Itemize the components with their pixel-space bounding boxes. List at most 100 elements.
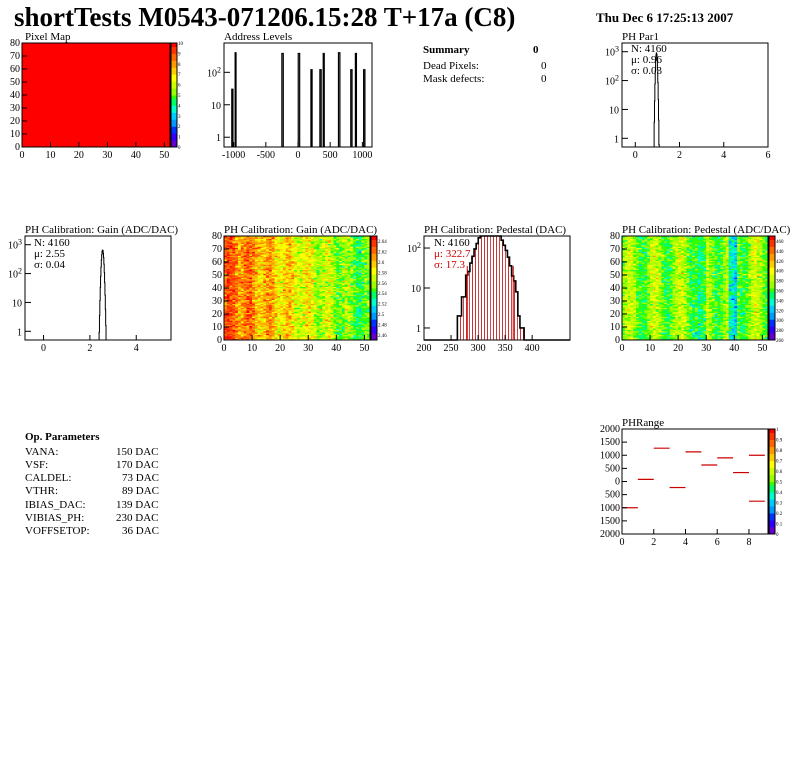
heatmap-cell [341, 269, 346, 272]
heatmap-cell [627, 284, 631, 286]
heatmap-cell [294, 281, 298, 284]
heatmap-cell [224, 252, 228, 255]
heatmap-cell [280, 255, 284, 258]
heatmap-cell [308, 327, 312, 329]
heatmap-cell [229, 321, 233, 324]
heatmap-cell [313, 302, 317, 304]
heatmap-cell [260, 268, 264, 271]
heatmap-cell [313, 289, 317, 291]
heatmap-cell [330, 315, 334, 317]
heatmap-cell [238, 330, 242, 333]
heatmap-cell [364, 241, 368, 243]
heatmap-cell [224, 314, 228, 316]
heatmap-cell [336, 239, 340, 242]
ph-gain-1d-title: PH Calibration: Gain (ADC/DAC) [25, 224, 179, 236]
heatmap-cell [238, 254, 242, 256]
heatmap-cell [285, 294, 289, 297]
heatmap-cell [344, 275, 348, 277]
heatmap-cell [232, 333, 236, 336]
heatmap-cell [316, 328, 320, 330]
heatmap-cell [339, 289, 343, 291]
heatmap-cell [305, 278, 309, 281]
heatmap-cell [263, 247, 267, 250]
heatmap-cell [627, 311, 631, 313]
heatmap-cell [291, 312, 295, 315]
heatmap-cell [633, 243, 637, 246]
heatmap-cell [229, 269, 233, 272]
heatmap-cell [633, 262, 637, 264]
heatmap-cell [364, 330, 368, 333]
heatmap-cell [280, 260, 284, 263]
heatmap-cell [367, 303, 371, 306]
heatmap-cell [319, 310, 323, 312]
heatmap-cell [633, 247, 637, 250]
heatmap-cell [257, 278, 261, 281]
heatmap-cell [280, 273, 284, 276]
heatmap-cell [285, 295, 289, 298]
heatmap-cell [622, 245, 626, 247]
heatmap-cell [297, 260, 301, 263]
heatmap-cell [291, 273, 295, 276]
heatmap-cell [311, 236, 315, 238]
heatmap-cell [367, 290, 371, 293]
heatmap-cell [224, 311, 228, 313]
heatmap-cell [339, 237, 343, 239]
heatmap-cell [288, 250, 292, 252]
heatmap-cell [232, 281, 236, 284]
heatmap-cell [302, 315, 306, 317]
heatmap-cell [271, 242, 275, 245]
heatmap-cell [229, 256, 233, 259]
heatmap-cell [235, 237, 239, 239]
heatmap-cell [627, 336, 631, 338]
heatmap-cell [302, 303, 306, 306]
heatmap-cell [322, 301, 326, 303]
heatmap-cell [319, 252, 323, 255]
heatmap-cell [266, 312, 270, 315]
heatmap-cell [257, 254, 261, 256]
heatmap-cell [288, 265, 292, 268]
heatmap-cell [627, 285, 631, 287]
heatmap-cell [367, 265, 371, 268]
heatmap-cell [243, 314, 247, 316]
heatmap-cell [624, 320, 628, 323]
heatmap-cell [254, 332, 258, 334]
heatmap-cell [285, 247, 289, 250]
heatmap-cell [313, 325, 317, 328]
heatmap-cell [302, 290, 306, 293]
heatmap-cell [361, 239, 365, 242]
heatmap-cell [266, 293, 270, 295]
heatmap-cell [302, 324, 306, 326]
heatmap-cell [274, 252, 278, 255]
heatmap-cell [341, 289, 346, 291]
heatmap-cell [297, 293, 301, 295]
heatmap-cell [341, 302, 346, 304]
heatmap-cell [622, 282, 626, 285]
heatmap-cell [229, 254, 233, 256]
heatmap-cell [288, 252, 292, 255]
heatmap-cell [271, 252, 275, 255]
y-tick-label: 50 [212, 270, 222, 281]
heatmap-cell [353, 237, 357, 239]
heatmap-cell [254, 245, 258, 247]
heatmap-cell [268, 239, 273, 242]
heatmap-cell [355, 280, 360, 282]
heatmap-cell [330, 328, 334, 330]
heatmap-cell [636, 238, 640, 241]
heatmap-cell [311, 321, 315, 324]
heatmap-cell [627, 307, 631, 310]
heatmap-cell [263, 277, 267, 280]
heatmap-cell [630, 277, 634, 280]
heatmap-cell [249, 302, 253, 304]
heatmap-cell [319, 282, 323, 285]
heatmap-cell [308, 333, 312, 336]
heatmap-cell [630, 310, 634, 312]
heatmap-cell [327, 256, 331, 259]
heatmap-cell [339, 330, 343, 333]
heatmap-cell [240, 276, 244, 278]
heatmap-cell [249, 289, 253, 291]
heatmap-cell [350, 308, 354, 311]
heatmap-cell [243, 323, 247, 325]
heatmap-cell [364, 308, 368, 311]
heatmap-cell [341, 281, 346, 284]
heatmap-cell [624, 281, 628, 284]
